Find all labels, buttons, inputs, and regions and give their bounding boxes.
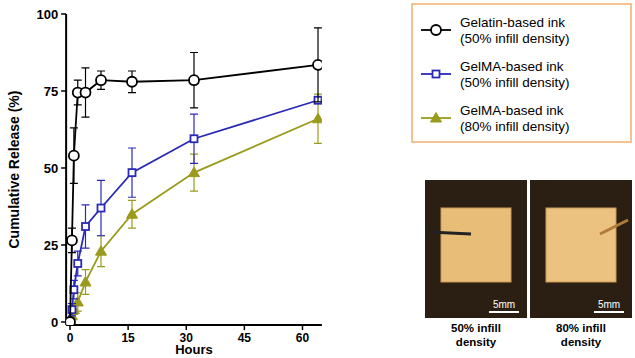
error-bar (74, 251, 82, 276)
legend: Gelatin-based ink(50% infill density) Gel… (412, 4, 631, 142)
y-axis-title: Cumulative Release (%) (6, 91, 22, 249)
error-bar (314, 28, 322, 102)
y-tick (61, 13, 66, 15)
x-axis-title: Hours (175, 342, 213, 357)
data-point (82, 223, 89, 230)
scale-bar (489, 311, 519, 313)
printed-scaffold (546, 208, 616, 282)
tweezers (600, 220, 628, 234)
x-tick (302, 325, 304, 330)
y-tick-label: 100 (36, 7, 58, 22)
x-tick (127, 325, 129, 330)
legend-label: GelMA-based ink(50% infill density) (460, 59, 570, 90)
legend-marker (431, 113, 442, 123)
data-point (313, 113, 322, 123)
error-bar (128, 148, 136, 197)
x-tick (69, 325, 71, 330)
data-point (127, 77, 137, 87)
data-point (189, 167, 200, 177)
y-axis (65, 14, 67, 325)
y-tick (61, 167, 66, 169)
inset-photo: 5mm (530, 180, 632, 318)
y-tick (61, 321, 66, 323)
data-point (189, 75, 199, 85)
legend-label: GelMA-based ink(80% infill density) (460, 103, 570, 134)
data-point (69, 151, 79, 161)
data-point (67, 235, 77, 245)
error-bar (68, 228, 76, 253)
x-tick-label: 45 (238, 331, 252, 345)
error-bar (190, 53, 198, 108)
x-tick-label: 60 (296, 331, 310, 345)
scale-bar-label: 5mm (598, 299, 620, 310)
y-tick (61, 244, 66, 246)
data-point (66, 317, 75, 325)
data-point (313, 60, 322, 70)
photo-background (530, 180, 632, 318)
plot-area (66, 28, 322, 325)
data-point (129, 169, 136, 176)
error-bar (190, 114, 198, 163)
data-point (127, 209, 138, 219)
y-tick (61, 90, 66, 92)
scale-bar (594, 311, 624, 313)
x-tick-label: 15 (121, 331, 135, 345)
legend-label: Gelatin-based ink(50% infill density) (460, 15, 570, 46)
y-tick-label: 75 (44, 84, 58, 99)
data-point (96, 246, 107, 256)
x-axis (66, 324, 322, 326)
y-tick-label: 50 (44, 161, 58, 176)
tweezers (429, 232, 471, 234)
data-point (74, 260, 81, 267)
x-tick-label: 0 (67, 331, 74, 345)
error-bar (97, 71, 105, 89)
error-bar (82, 205, 90, 248)
legend-marker (433, 71, 440, 78)
error-bar (70, 128, 78, 183)
x-tick (244, 325, 246, 330)
legend-box (412, 4, 631, 142)
data-point (66, 317, 75, 326)
inset-photo: 5mm (425, 180, 527, 318)
data-point (191, 135, 198, 142)
photo-background (425, 180, 527, 318)
y-tick-label: 25 (44, 238, 58, 253)
error-bar (82, 68, 90, 117)
data-point (81, 88, 91, 98)
inset-caption: 50% infilldensity (451, 322, 501, 348)
error-bar (68, 304, 76, 316)
printed-scaffold (441, 208, 511, 282)
error-bar (128, 71, 136, 93)
legend-marker (431, 25, 441, 35)
data-point (96, 75, 106, 85)
data-point (80, 276, 91, 286)
data-point (98, 205, 105, 212)
scale-bar-label: 5mm (493, 299, 515, 310)
chart: 0153045600255075100HoursCumulative Relea… (0, 0, 635, 358)
x-tick (186, 325, 188, 330)
series-line (70, 100, 318, 322)
y-tick-label: 0 (51, 315, 58, 330)
error-bar (97, 180, 105, 235)
inset-caption: 80% infilldensity (556, 322, 606, 348)
